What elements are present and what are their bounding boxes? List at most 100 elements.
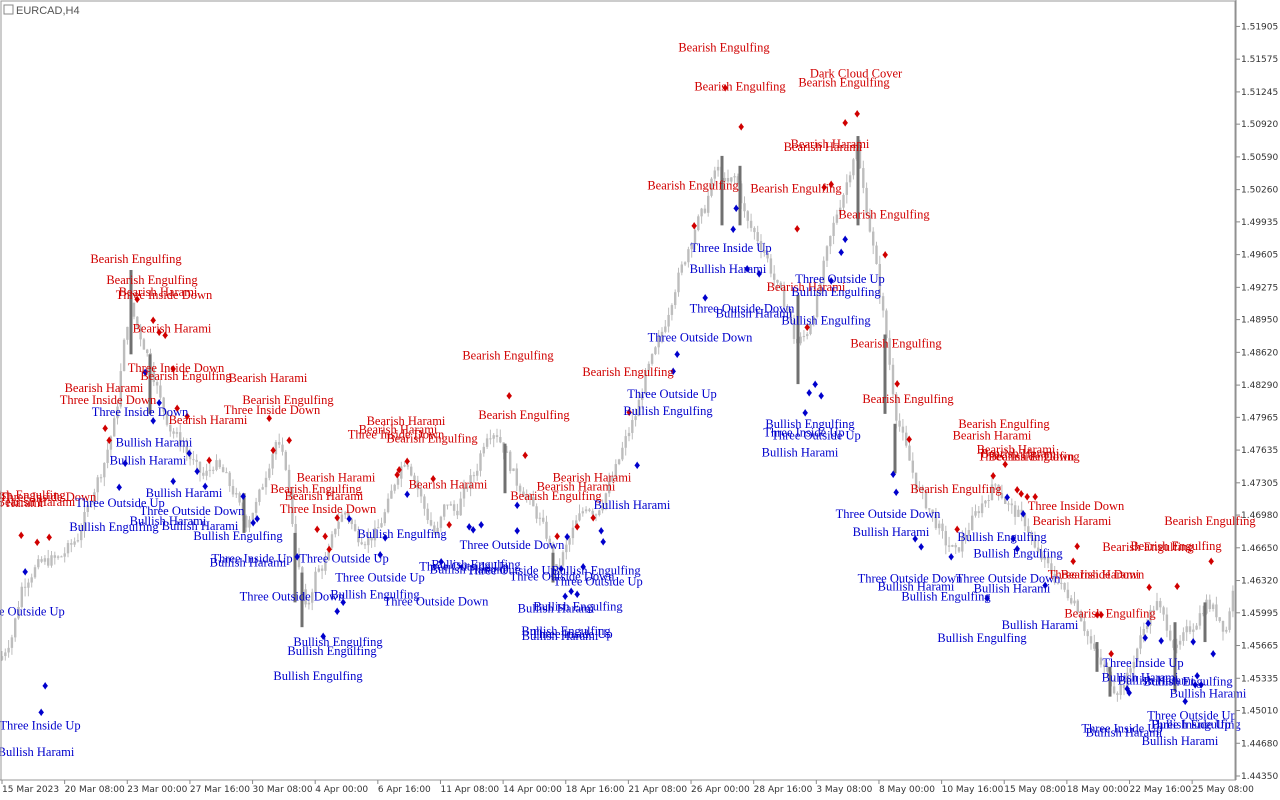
y-tick-label: 1.50920: [1241, 120, 1278, 130]
candle-body: [776, 279, 779, 283]
y-tick-label: 1.46650: [1241, 544, 1278, 554]
bullish-pattern-label: Three Outside Up: [299, 552, 389, 566]
bullish-arrow-marker: ♦: [562, 589, 568, 603]
candle-body: [386, 498, 390, 513]
bearish-pattern-label: Bearish Harami: [953, 429, 1032, 443]
candle-body: [581, 511, 584, 514]
candle-body: [1155, 601, 1159, 610]
y-tick-label: 1.48290: [1241, 381, 1278, 391]
candle-body: [1225, 629, 1228, 632]
candle-body-dark: [293, 532, 297, 603]
bullish-arrow-marker: ♦: [733, 201, 739, 215]
bullish-arrow-marker: ♦: [1158, 634, 1164, 648]
candle-body: [875, 245, 878, 265]
bearish-arrow-marker: ♦: [404, 454, 410, 468]
candle-body: [307, 602, 311, 605]
candle-body-dark: [893, 423, 897, 474]
candle-body: [934, 513, 938, 529]
chart-menu-icon[interactable]: [3, 4, 14, 15]
candle-body: [561, 552, 565, 566]
candle-body: [971, 515, 974, 531]
candle-body: [756, 232, 759, 242]
bullish-pattern-label: Three Inside Down: [92, 405, 189, 419]
candle-body: [1188, 626, 1192, 632]
bearish-arrow-marker: ♦: [396, 463, 402, 477]
candle-body: [604, 493, 608, 505]
candle-body: [792, 320, 796, 339]
bearish-pattern-label: Bearish Harami: [119, 285, 198, 299]
candle-body: [1089, 636, 1093, 644]
candle-body: [588, 509, 591, 511]
candle-body: [842, 194, 845, 208]
candle-body: [416, 480, 419, 490]
time-axis[interactable]: 15 Mar 2023 20 Mar 08:00 23 Mar 00:00 27 Ma…: [1, 780, 1254, 795]
bearish-arrow-marker: ♦: [1014, 483, 1020, 497]
bearish-pattern-label: Bearish Harami: [1033, 514, 1112, 528]
candle-body: [852, 159, 855, 176]
bullish-arrow-marker: ♦: [1182, 694, 1188, 708]
candle-body: [327, 547, 330, 561]
bullish-pattern-label: Three Inside Up: [1102, 656, 1183, 670]
candle-body: [990, 484, 994, 500]
bearish-arrow-marker: ♦: [184, 409, 190, 423]
bullish-arrow-marker: ♦: [818, 389, 824, 403]
candle-body-dark: [551, 552, 555, 583]
candle-body: [512, 468, 515, 471]
candle-body: [221, 467, 225, 473]
candle-body: [753, 227, 756, 233]
bearish-arrow-marker: ♦: [446, 517, 452, 531]
candle-body: [334, 528, 337, 535]
candle-body: [1159, 601, 1162, 608]
candle-body: [1185, 626, 1188, 633]
candle-body: [690, 244, 693, 250]
candle-body: [492, 435, 495, 439]
candle-body: [611, 477, 614, 482]
x-tick-label: 15 Mar 2023: [2, 785, 59, 795]
candle-body: [637, 399, 641, 417]
y-tick-label: 1.51245: [1241, 88, 1278, 98]
bearish-arrow-marker: ♦: [266, 411, 272, 425]
candle-body: [707, 195, 710, 213]
bearish-pattern-label: Bearish Harami: [133, 322, 212, 336]
candle-body: [304, 589, 307, 605]
candle-body: [23, 586, 27, 588]
candle-body: [914, 472, 918, 489]
bearish-pattern-label: Bearish Harami: [553, 470, 632, 484]
bullish-pattern-label: Three Inside Up: [1149, 717, 1230, 731]
candle-body: [994, 484, 997, 486]
bearish-arrow-marker: ♦: [1146, 580, 1152, 594]
candle-body: [1066, 589, 1070, 599]
bullish-pattern-label: Bullish Harami: [430, 563, 507, 577]
candle-body: [1136, 648, 1139, 662]
candle-body: [495, 435, 499, 437]
bullish-arrow-marker: ♦: [382, 531, 388, 545]
bullish-pattern-label: Bullish Harami: [210, 556, 287, 570]
candle-body: [713, 170, 716, 179]
price-axis[interactable]: 1.51905 1.51575 1.51245 1.50920 1.50590 1.502…: [1236, 22, 1278, 782]
candle-body: [901, 426, 905, 433]
candle-body: [99, 477, 103, 479]
candle-body: [736, 176, 740, 184]
bullish-pattern-label: Bullish Engulfing: [521, 624, 611, 638]
bearish-arrow-marker: ♦: [804, 320, 810, 334]
candle-body: [60, 556, 63, 558]
candle-body: [1037, 547, 1040, 552]
candle-body: [1149, 609, 1152, 626]
candle-body: [311, 592, 314, 603]
bullish-arrow-marker: ♦: [42, 678, 48, 692]
candle-body: [1202, 613, 1205, 615]
bullish-arrow-marker: ♦: [470, 523, 476, 537]
candle-body: [317, 568, 320, 572]
candle-body: [591, 510, 594, 515]
bullish-arrow-marker: ♦: [890, 467, 896, 481]
candle-body: [248, 519, 251, 528]
candle-body: [155, 382, 159, 386]
bullish-pattern-label: Three Outside Up: [553, 575, 643, 589]
candle-body: [815, 293, 819, 317]
bullish-arrow-marker: ♦: [702, 290, 708, 304]
bearish-pattern-label: Bearish Harami: [367, 414, 446, 428]
candle-body: [924, 491, 928, 509]
bearish-arrow-marker: ♦: [691, 219, 697, 233]
bullish-arrow-marker: ♦: [812, 377, 818, 391]
